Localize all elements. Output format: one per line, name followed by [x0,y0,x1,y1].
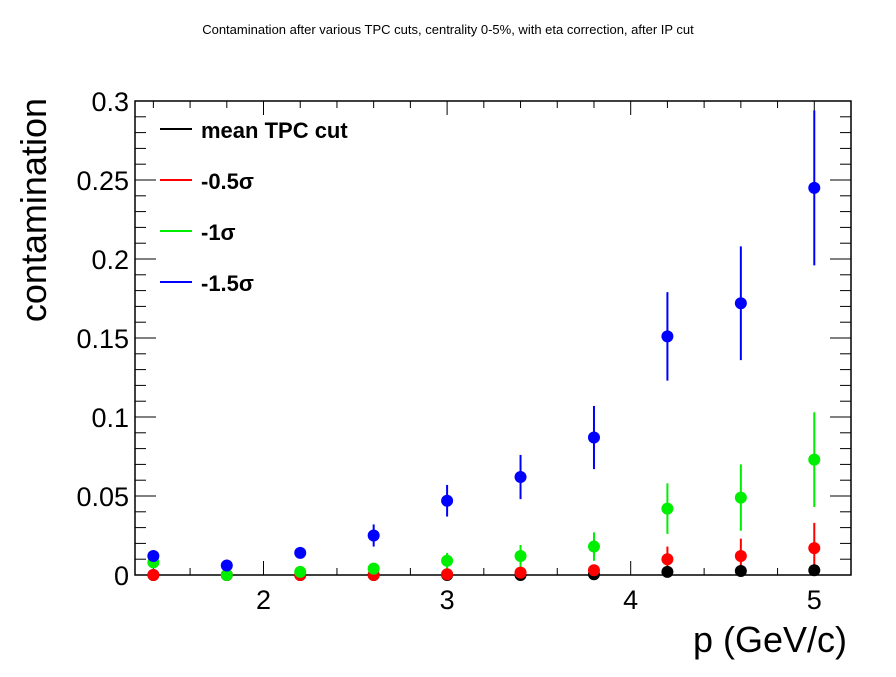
data-point [220,559,233,572]
data-point [514,566,527,579]
y-tick-label: 0.25 [76,166,129,196]
data-point [220,569,233,581]
x-tick-label: 4 [623,585,638,615]
legend-label: -0.5σ [201,169,254,194]
y-tick-label: 0.3 [91,87,129,117]
x-tick-label: 3 [440,585,455,615]
axis-ticks: 2 3 4 5 0 0.05 0.1 0.15 0.2 0.25 0.3 [76,87,852,615]
data-point [808,181,821,194]
data-point [587,431,600,444]
data-point [808,542,821,555]
legend: mean TPC cut -0.5σ -1σ -1.5σ [160,118,348,296]
data-point [808,564,821,577]
legend-label: -1.5σ [201,271,254,296]
legend-label: -1σ [201,220,236,245]
y-tick-label: 0 [114,561,129,591]
data-point [734,565,747,578]
data-point [734,491,747,504]
data-point [734,550,747,563]
data-point [661,502,674,515]
data-point [661,330,674,343]
data-point [514,471,527,484]
data-point [367,562,380,575]
x-tick-label: 5 [807,585,822,615]
data-point [587,540,600,553]
data-point [514,550,527,563]
data-point [808,453,821,466]
data-point [294,546,307,559]
data-point [661,565,674,578]
data-point [147,550,160,563]
y-tick-label: 0.2 [91,245,129,275]
data-point [587,564,600,577]
data-point [147,569,160,581]
x-tick-label: 2 [256,585,271,615]
x-axis-label: p (GeV/c) [693,619,847,660]
data-point [294,565,307,578]
y-axis-label: contamination [13,98,54,322]
data-point [734,297,747,310]
chart-title: Contamination after various TPC cuts, ce… [202,22,694,37]
data-point [661,553,674,566]
data-points [147,181,821,581]
error-bars [299,110,816,575]
data-point [441,568,454,581]
y-tick-label: 0.1 [91,403,129,433]
data-point [367,529,380,542]
legend-label: mean TPC cut [201,118,348,143]
data-point [441,494,454,507]
y-tick-label: 0.05 [76,482,129,512]
y-tick-label: 0.15 [76,324,129,354]
data-point [441,554,454,567]
